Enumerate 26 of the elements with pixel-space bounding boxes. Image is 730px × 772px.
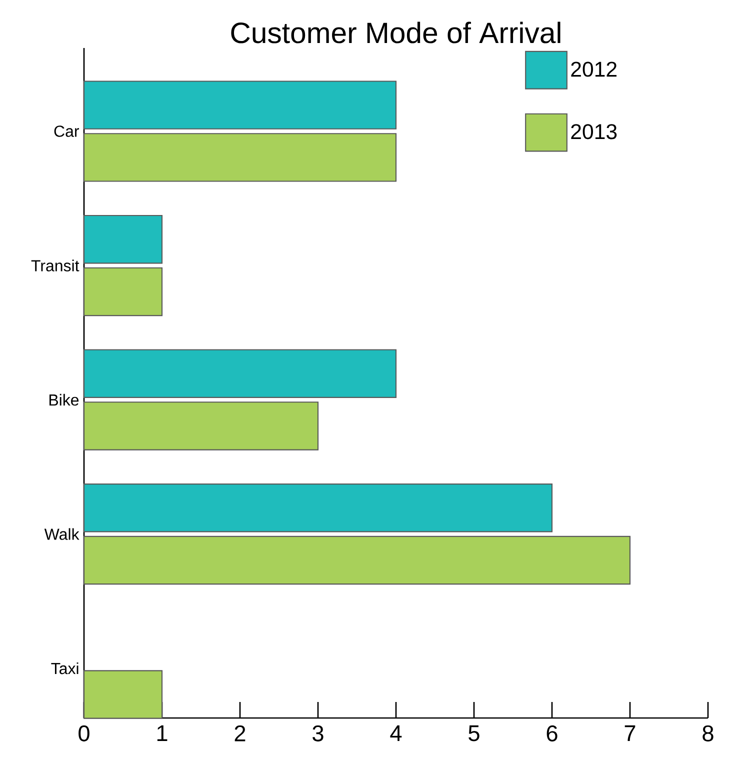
bar (83, 670, 163, 719)
bar (83, 484, 553, 532)
x-tick-label: 8 (702, 725, 714, 742)
x-tick-label: 1 (157, 725, 168, 741)
bar (83, 133, 397, 182)
bar (83, 536, 631, 585)
y-tick-label: Taxi (51, 662, 78, 674)
bar (83, 214, 163, 264)
bar (83, 349, 397, 398)
x-tick-label: 0 (78, 725, 90, 742)
chart-title: Customer Mode of Arrival (231, 22, 560, 44)
x-tick-label: 2 (234, 725, 246, 742)
bar (83, 80, 397, 130)
legend-label: 2012 (571, 62, 616, 77)
x-tick-label: 7 (624, 725, 636, 741)
y-tick-label: Bike (49, 394, 79, 406)
x-tick-label: 4 (390, 725, 402, 741)
y-tick-label: Walk (44, 528, 80, 540)
x-tick-label: 5 (468, 725, 480, 742)
y-tick-label: Car (54, 126, 80, 137)
bar (83, 402, 319, 450)
bar (83, 267, 163, 316)
legend-label: 2013 (571, 124, 617, 140)
y-tick-label: Transit (31, 260, 80, 272)
x-tick-label: 3 (312, 725, 324, 742)
x-tick-label: 6 (546, 725, 558, 742)
